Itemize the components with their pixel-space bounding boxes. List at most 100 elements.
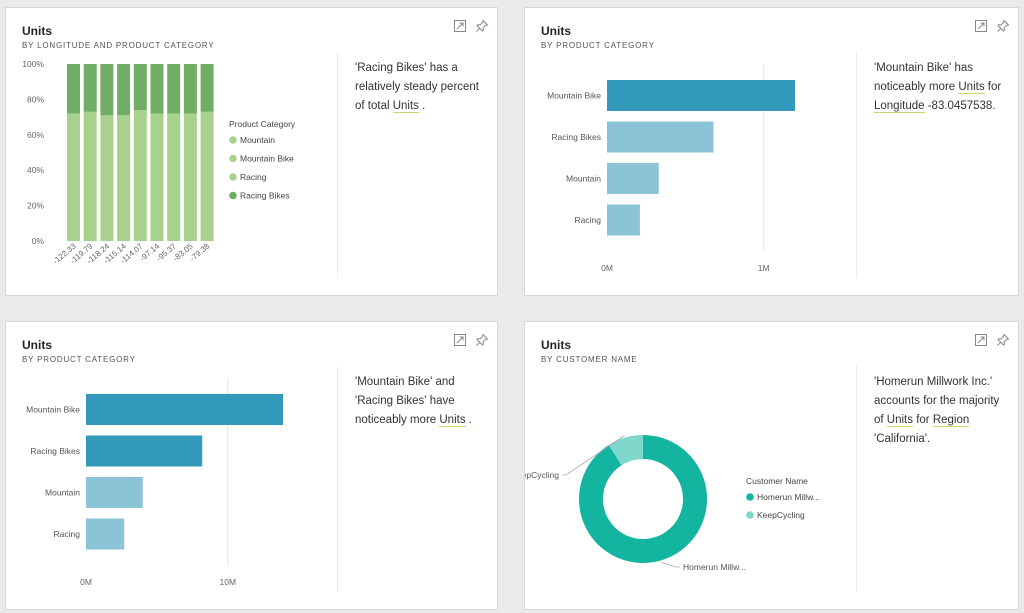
legend-item: Homerun Millw... xyxy=(757,492,820,502)
insight-text-part: . xyxy=(465,414,472,426)
tile-title: Units xyxy=(22,24,52,38)
tile-subtitle: BY CUSTOMER NAME xyxy=(541,355,638,364)
tile-units-by-longitude[interactable]: Units BY LONGITUDE AND PRODUCT CATEGORY … xyxy=(5,7,498,296)
bar-racing xyxy=(607,204,640,236)
legend-swatch xyxy=(229,154,237,163)
divider xyxy=(856,366,857,592)
bar-mountain xyxy=(607,163,659,194)
y-category-label: Racing Bikes xyxy=(30,446,80,456)
legend-title: Product Category xyxy=(229,119,296,129)
bar-racing xyxy=(183,113,197,241)
y-tick-label: 0% xyxy=(32,236,45,246)
slice-keepcycling xyxy=(608,435,643,466)
focus-mode-icon[interactable] xyxy=(453,19,467,33)
insight-text-part: 'California'. xyxy=(874,433,931,445)
y-tick-label: 100% xyxy=(22,59,44,69)
insight-text: 'Mountain Bike' and 'Racing Bikes' have … xyxy=(355,373,487,430)
y-tick-label: 80% xyxy=(27,94,44,104)
bar-racing xyxy=(86,518,125,550)
pin-icon[interactable] xyxy=(475,333,489,347)
insight-text-part: 'Homerun Millwork Inc.' accounts for the… xyxy=(874,376,1000,426)
bar-racing xyxy=(67,113,80,241)
legend-item: Racing Bikes xyxy=(240,191,290,201)
pin-icon[interactable] xyxy=(996,19,1010,33)
bar-racing xyxy=(150,113,164,241)
legend-title: Customer Name xyxy=(746,476,808,486)
bar-mountain-bike xyxy=(607,80,795,111)
legend-swatch xyxy=(746,493,754,501)
tile-units-by-product-category[interactable]: Units BY PRODUCT CATEGORY 0M 1M Mountain B… xyxy=(524,7,1019,296)
legend-swatch xyxy=(229,191,237,200)
y-category-label: Mountain xyxy=(566,174,601,184)
horizontal-bar-chart: 0M 10M Mountain Bike Racing Bikes Mountain Ra… xyxy=(26,378,284,587)
tile-subtitle: BY PRODUCT CATEGORY xyxy=(541,41,655,50)
x-tick-label: 10M xyxy=(219,577,236,587)
insight-text-part: . xyxy=(418,100,426,112)
focus-mode-icon[interactable] xyxy=(974,19,988,33)
insight-link-longitude[interactable]: Longitude xyxy=(874,100,925,113)
insight-text: 'Racing Bikes' has a relatively steady p… xyxy=(355,59,487,116)
x-tick-label: 1M xyxy=(758,263,770,273)
x-tick-label: 0M xyxy=(601,263,613,273)
tile-title: Units xyxy=(541,338,571,352)
legend-swatch xyxy=(229,136,237,144)
bar-racing-bikes xyxy=(100,64,114,116)
data-label: KeepCycling xyxy=(525,470,559,480)
insight-link-units[interactable]: Units xyxy=(886,414,913,427)
insight-text: 'Homerun Millwork Inc.' accounts for the… xyxy=(874,373,1006,449)
tile-units-by-customer-name[interactable]: Units BY CUSTOMER NAME Homerun Millw... K… xyxy=(524,321,1019,610)
bar-racing-bikes xyxy=(117,64,131,116)
bar-racing-bikes xyxy=(167,64,181,114)
leader-line xyxy=(562,435,625,476)
tile-units-by-product-category-2[interactable]: Units BY PRODUCT CATEGORY 0M 10M Mountain … xyxy=(5,321,498,610)
insight-link-units[interactable]: Units xyxy=(439,414,466,427)
legend-swatch xyxy=(746,511,754,519)
y-category-label: Mountain Bike xyxy=(26,405,80,415)
insight-text: 'Mountain Bike' has noticeably more Unit… xyxy=(874,59,1006,116)
y-category-label: Racing xyxy=(575,215,602,225)
pin-icon[interactable] xyxy=(996,333,1010,347)
bar-mountain-bike xyxy=(86,394,284,425)
focus-mode-icon[interactable] xyxy=(453,333,467,347)
bar-racing-bikes xyxy=(133,64,147,111)
tile-title: Units xyxy=(541,24,571,38)
y-tick-label: 40% xyxy=(27,165,44,175)
stacked-column-chart: 100%80%60%40%20%0%-122.33-119.79-118.24-… xyxy=(22,59,296,266)
slice-homerun-millwork xyxy=(579,435,707,563)
bar-racing-bikes xyxy=(200,64,214,112)
bar-racing xyxy=(83,111,97,241)
insight-link-units[interactable]: Units xyxy=(392,100,419,113)
focus-mode-icon[interactable] xyxy=(974,333,988,347)
y-tick-label: 20% xyxy=(27,201,44,211)
divider xyxy=(856,52,857,278)
data-label: Homerun Millw... xyxy=(683,562,746,572)
legend-item: KeepCycling xyxy=(757,510,805,520)
insight-text-part: -83.0457538. xyxy=(924,100,996,112)
insight-link-region[interactable]: Region xyxy=(932,414,970,427)
divider xyxy=(337,366,338,592)
tile-title: Units xyxy=(22,338,52,352)
tile-subtitle: BY PRODUCT CATEGORY xyxy=(22,355,136,364)
leader-line xyxy=(661,561,680,568)
legend-item: Racing xyxy=(240,172,267,182)
x-tick-label: 0M xyxy=(80,577,92,587)
horizontal-bar-chart: 0M 1M Mountain Bike Racing Bikes Mountain Rac… xyxy=(547,64,795,273)
insight-text-part: for xyxy=(913,414,933,426)
bar-mountain xyxy=(86,477,143,508)
insight-text-part: 'Mountain Bike' and 'Racing Bikes' have … xyxy=(355,376,455,426)
bar-racing xyxy=(100,115,114,241)
tile-subtitle: BY LONGITUDE AND PRODUCT CATEGORY xyxy=(22,41,215,50)
bar-racing-bikes xyxy=(150,64,164,114)
y-tick-label: 60% xyxy=(27,130,44,140)
bar-racing-bikes xyxy=(607,121,714,153)
bar-racing xyxy=(117,115,131,241)
y-category-label: Mountain xyxy=(45,488,80,498)
insight-text-part: 'Racing Bikes' has a relatively steady p… xyxy=(355,62,480,112)
x-tick-label: -79.38 xyxy=(188,241,212,263)
pin-icon[interactable] xyxy=(475,19,489,33)
insight-link-units[interactable]: Units xyxy=(958,81,985,94)
bar-racing-bikes xyxy=(86,435,203,467)
y-category-label: Mountain Bike xyxy=(547,91,601,101)
bar-racing-bikes xyxy=(83,64,97,112)
bar-racing xyxy=(200,111,214,241)
